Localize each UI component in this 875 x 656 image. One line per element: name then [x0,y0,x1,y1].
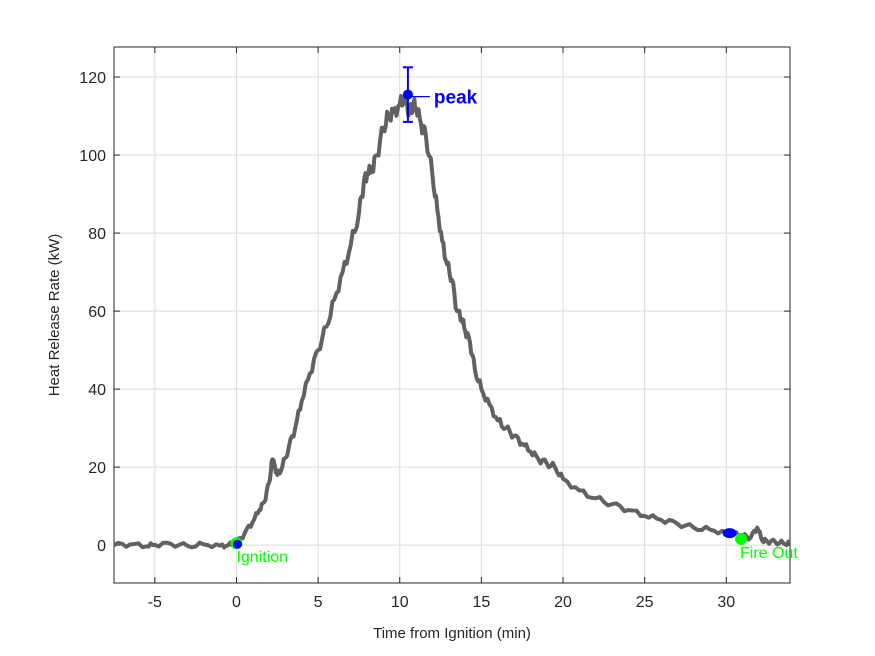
peak-label: peak [434,88,478,109]
y-axis-label: Heat Release Rate (kW) [46,234,63,397]
fire-out-blue-marker [722,528,737,539]
x-tick-label: 15 [472,594,490,611]
event-markers: peak Ignition Fire Out [230,66,798,566]
ignition-label: Ignition [236,549,288,566]
tick-marks [114,47,790,583]
grid-lines [114,47,790,583]
x-tick-label: 5 [314,594,323,611]
y-tick-label: 80 [88,226,106,243]
hrr-curve [114,90,790,550]
ignition-inner-marker [232,539,242,549]
peak-marker [402,89,413,100]
x-axis-label: Time from Ignition (min) [373,625,531,642]
x-tick-label: 20 [554,594,572,611]
y-tick-label: 60 [88,304,106,321]
x-tick-label: 10 [391,594,409,611]
x-tick-label: 30 [717,594,735,611]
x-tick-label: 25 [636,594,654,611]
x-tick-label: -5 [148,594,162,611]
y-tick-label: 40 [88,382,106,399]
fire-out-label: Fire Out [740,545,798,562]
x-tick-label: 0 [232,594,241,611]
y-tick-label: 120 [79,70,106,87]
y-tick-label: 0 [97,538,106,555]
plot-area [113,46,791,584]
y-tick-label: 100 [79,148,106,165]
fire-out-marker [735,532,748,545]
x-tick-labels: -5 0 5 10 15 20 25 30 [148,594,736,611]
y-tick-labels: 0 20 40 60 80 100 120 [79,70,106,555]
y-tick-label: 20 [88,460,106,477]
